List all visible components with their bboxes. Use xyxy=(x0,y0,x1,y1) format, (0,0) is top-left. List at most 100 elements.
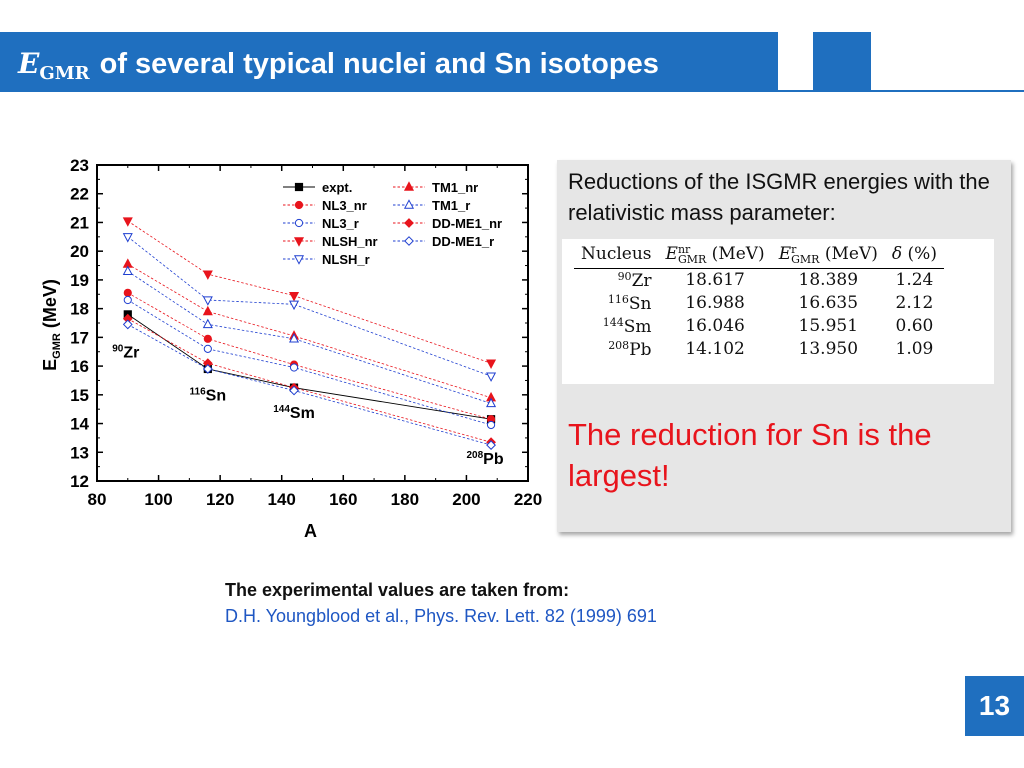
legend-marker-NLSH_nr xyxy=(293,237,305,247)
y-tick-label: 21 xyxy=(70,213,89,232)
data-point-NLSH_r xyxy=(486,372,497,382)
slide-title: EGMR of several typical nuclei and Sn iso… xyxy=(18,44,659,84)
data-point-NLSH_nr xyxy=(202,270,213,280)
y-tick-label: 12 xyxy=(70,472,89,491)
legend-label: NLSH_nr xyxy=(322,234,378,249)
legend-marker-NLSH_r xyxy=(293,255,305,265)
data-point-DD-ME1_r xyxy=(202,364,213,374)
header-nucleus: Nucleus xyxy=(574,243,659,269)
data-point-DD-ME1_r xyxy=(289,385,299,396)
legend-label: DD-ME1_r xyxy=(432,234,494,249)
y-tick-label: 23 xyxy=(70,156,89,175)
x-tick-label: 180 xyxy=(391,490,419,509)
x-tick-label: 200 xyxy=(452,490,480,509)
y-axis-label: EGMR (MeV) xyxy=(40,279,63,371)
x-tick-label: 140 xyxy=(268,490,296,509)
data-point-TM1_r xyxy=(288,333,300,343)
legend-label: TM1_nr xyxy=(432,180,478,195)
header-accent-line xyxy=(778,90,1024,92)
page-number: 13 xyxy=(965,676,1024,736)
cell-e-r: 18.389 xyxy=(798,270,859,290)
conclusion-text: The reduction for Sn is the largest! xyxy=(568,417,932,493)
reference-heading: The experimental values are taken from: xyxy=(225,580,570,600)
data-point-TM1_r xyxy=(202,318,213,329)
title-symbol: E xyxy=(18,47,40,80)
y-tick-label: 20 xyxy=(70,242,89,261)
legend-marker-DD-ME1_r xyxy=(404,236,414,246)
series-line-TM1_nr xyxy=(127,263,492,399)
nucleus-label: 90Zr xyxy=(112,343,139,361)
y-label-symbol: E xyxy=(40,359,60,371)
data-point-DD-ME1_r xyxy=(122,319,133,330)
nucleus-label: 144Sm xyxy=(273,404,315,422)
legend-marker-NL3_nr xyxy=(294,200,304,210)
cell-e-nr: 16.988 xyxy=(685,293,745,313)
series-line-TM1_r xyxy=(127,270,492,404)
legend-marker-TM1_r xyxy=(403,199,415,209)
cell-delta: 1.24 xyxy=(895,270,934,290)
legend-marker-NL3_r xyxy=(294,218,304,228)
header-delta: δ (%) xyxy=(884,243,944,269)
cell-e-r: 13.950 xyxy=(798,339,859,359)
cell-nucleus: 116Sn xyxy=(607,292,652,314)
nucleus-mass: 116 xyxy=(190,387,207,398)
title-subscript: GMR xyxy=(39,63,90,84)
cell-delta: 0.60 xyxy=(895,316,934,336)
chart-svg: 80 100 120 140 160 180 200 220 12 13 14 15 16 17 18 19 2… xyxy=(40,156,542,541)
title-text: of several typical nuclei and Sn isotope… xyxy=(99,48,659,80)
series-line-NL3_r xyxy=(127,299,492,426)
legend-label: expt. xyxy=(322,180,352,195)
cell-delta: 1.09 xyxy=(895,339,934,359)
data-point-NLSH_nr xyxy=(486,359,497,369)
info-box: Reductions of the ISGMR energies with th… xyxy=(557,160,1011,532)
x-tick-label: 80 xyxy=(88,490,107,509)
nucleus-symbol: Sm xyxy=(290,405,315,422)
series-line-DD-ME1_r xyxy=(127,324,492,446)
y-tick-label: 19 xyxy=(70,271,89,290)
nucleus-mass: 144 xyxy=(273,404,290,415)
data-point-NL3_r xyxy=(289,363,299,372)
nucleus-symbol: Pb xyxy=(483,451,504,468)
series-line-NLSH_r xyxy=(127,236,492,377)
data-point-NLSH_r xyxy=(288,300,300,311)
table-row: 90Zr 18.617 18.389 1.24 xyxy=(574,268,944,292)
series-line-NL3_nr xyxy=(127,292,492,420)
nucleus-symbol: Sn xyxy=(206,388,226,405)
cell-delta: 2.12 xyxy=(895,293,934,313)
data-point-NLSH_r xyxy=(122,233,133,243)
nucleus-label: 116Sn xyxy=(190,387,227,405)
nucleus-symbol: Zr xyxy=(123,344,139,361)
x-tick-label: 160 xyxy=(329,490,357,509)
y-label-unit: (MeV) xyxy=(40,279,60,333)
table-header-row: Nucleus Enr GMR (MeV) Er GMR (MeV) δ (%) xyxy=(574,243,944,269)
cell-nucleus: 90Zr xyxy=(617,269,652,291)
info-text: Reductions of the ISGMR energies with th… xyxy=(568,169,990,225)
gmr-energy-chart: 80 100 120 140 160 180 200 220 12 13 14 15 16 17 18 19 2… xyxy=(30,150,550,550)
data-point-NL3_r xyxy=(203,344,212,353)
header-e-nr: Enr GMR (MeV) xyxy=(658,243,772,269)
y-tick-label: 18 xyxy=(70,300,89,319)
data-point-NL3_r xyxy=(486,420,496,430)
y-tick-label: 22 xyxy=(70,185,89,204)
data-point-NL3_nr xyxy=(123,288,132,297)
table-row: 116Sn 16.988 16.635 2.12 xyxy=(574,292,944,315)
x-tick-label: 120 xyxy=(206,490,234,509)
legend-marker-DD-ME1_nr xyxy=(404,218,414,228)
data-point-NL3_nr xyxy=(203,334,212,343)
legend-label: TM1_r xyxy=(432,198,470,213)
legend-label: NLSH_r xyxy=(322,252,370,267)
x-tick-label: 100 xyxy=(144,490,172,509)
y-tick-label: 14 xyxy=(70,415,89,434)
table-row: 144Sm 16.046 15.951 0.60 xyxy=(574,315,944,338)
legend-label: DD-ME1_nr xyxy=(432,216,502,231)
header-accent-square xyxy=(813,32,871,92)
data-point-TM1_nr xyxy=(202,305,213,316)
legend-marker-TM1_nr xyxy=(403,181,415,191)
header-e-r: Er GMR (MeV) xyxy=(771,243,885,269)
y-tick-label: 16 xyxy=(70,357,89,376)
series-line-expt. xyxy=(127,314,492,420)
header-bar xyxy=(0,32,778,92)
x-axis-label: A xyxy=(304,521,317,541)
series-line-DD-ME1_nr xyxy=(127,318,492,443)
table-row: 208Pb 14.102 13.950 1.09 xyxy=(574,338,944,361)
